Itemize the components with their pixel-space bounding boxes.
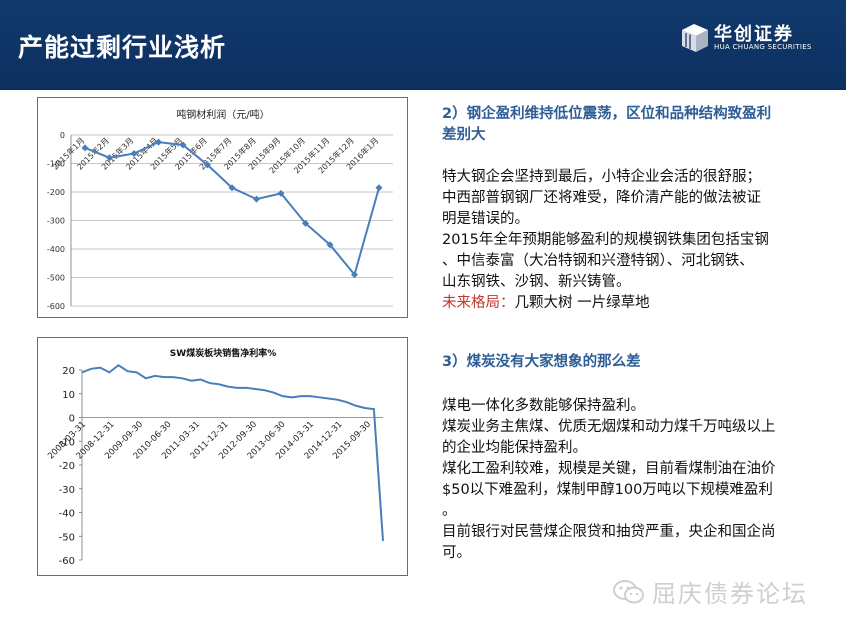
section2-line: 的企业均能保持盈利。 (442, 440, 587, 456)
section2-line: 目前银行对民营煤企限贷和抽贷严重，央企和国企尚 (442, 524, 776, 540)
series-line (81, 364, 384, 542)
y-tick-label: -20 (59, 461, 75, 472)
section2-line: $50以下难盈利，煤制甲醇100万吨以下规模难盈利 (442, 482, 773, 498)
y-tick-label: 0 (60, 131, 65, 140)
steel-profit-chart: 吨钢材利润（元/吨） 0 -100 -200 -300 -400 -500 -600 2015年… (37, 97, 408, 318)
data-point (351, 271, 358, 279)
section1-line: 2015年全年预期能够盈利的规模钢铁集团包括宝钢 (442, 232, 769, 248)
y-tick-label: -60 (59, 556, 75, 567)
data-point (326, 241, 334, 249)
y-tick-label: -40 (59, 509, 75, 520)
future-outlook-label: 未来格局： (442, 295, 515, 311)
y-tick-label: -600 (47, 302, 65, 311)
section2-line: 煤电一体化多数能够保持盈利。 (442, 398, 645, 414)
data-point (130, 150, 138, 158)
data-point (277, 189, 285, 197)
section1-line: 明是错误的。 (442, 211, 529, 227)
logo-cube-icon (682, 24, 708, 52)
section2-line: 煤化工盈利较难，规模是关键，目前看煤制油在油价 (442, 461, 776, 477)
section1-line: 中西部普钢钢厂还将难受，降价清产能的做法被证 (442, 190, 761, 206)
data-point (375, 184, 383, 192)
y-tick-label: -300 (47, 217, 65, 226)
data-point (204, 161, 211, 169)
wechat-icon (613, 580, 644, 604)
y-tick-label: -10 (59, 437, 75, 448)
section2-title: 3）煤炭没有大家想象的那么差 (442, 354, 641, 370)
watermark-text: 屈庆债券论坛 (652, 580, 808, 608)
section1-title-line1: 2）钢企盈利维持低位震荡，区位和品种结构致盈利 (442, 106, 772, 122)
company-logo: 华创证券 HUA CHUANG SECURITIES (680, 20, 830, 60)
y-tick-label: -500 (47, 274, 65, 283)
y-tick-label: -50 (59, 532, 75, 543)
section1-line: 特大钢企会坚持到最后，小特企业会活的很舒服； (442, 169, 761, 185)
data-point (179, 141, 187, 149)
chart-title: SW煤炭板块销售净利率% (170, 347, 276, 359)
future-outlook-line: 未来格局：几颗大树 一片绿草地 (442, 293, 842, 314)
logo-cn-text: 华创证券 (714, 24, 794, 45)
y-tick-label: -200 (47, 188, 65, 197)
chart-title: 吨钢材利润（元/吨） (176, 108, 269, 121)
future-outlook-text: 几颗大树 一片绿草地 (514, 295, 650, 311)
logo-en-text: HUA CHUANG SECURITIES (714, 43, 812, 51)
section1-line: 山东钢铁、沙钢、新兴铸管。 (442, 274, 631, 290)
data-point (253, 195, 260, 203)
section2-line: 煤炭业务主焦煤、优质无烟煤和动力煤千万吨级以上 (442, 419, 776, 435)
data-point (106, 154, 113, 162)
y-tick-label: 0 (69, 414, 75, 425)
coal-margin-chart-svg: SW煤炭板块销售净利率%20100-10-20-30-40-50-602008-… (46, 347, 384, 567)
data-point (81, 144, 89, 152)
coal-margin-chart: SW煤炭板块销售净利率% 20 10 0 -10 -20 -30 -40 -50 -60 2008-… (37, 337, 408, 576)
y-tick-label: 20 (62, 366, 75, 377)
section2-line: 可。 (442, 545, 471, 561)
steel-profit-chart-svg: 吨钢材利润（元/吨）0-100-200-300-400-500-6002015年… (47, 108, 393, 311)
section1-line: 、中信泰富（大冶特钢和兴澄特钢）、河北钢铁、 (442, 253, 754, 269)
header-bar: 产能过剩行业浅析 华创证券 HUA CHUANG SECURITIES (0, 0, 846, 90)
y-tick-label: -30 (59, 485, 75, 496)
data-point (228, 184, 236, 192)
page-title: 产能过剩行业浅析 (18, 33, 227, 62)
section2-body: 煤电一体化多数能够保持盈利。 煤炭业务主焦煤、优质无烟煤和动力煤千万吨级以上 的… (442, 396, 842, 564)
data-point (302, 219, 309, 227)
y-tick-label: -400 (47, 245, 65, 254)
y-tick-label: 10 (62, 390, 75, 401)
section2-line: 。 (442, 503, 457, 519)
data-point (155, 138, 162, 146)
section1-title-line2: 差别大 (442, 127, 486, 143)
y-tick-label: -100 (47, 160, 65, 169)
section1-body: 特大钢企会坚持到最后，小特企业会活的很舒服； 中西部普钢钢厂还将难受，降价清产能… (442, 167, 842, 314)
